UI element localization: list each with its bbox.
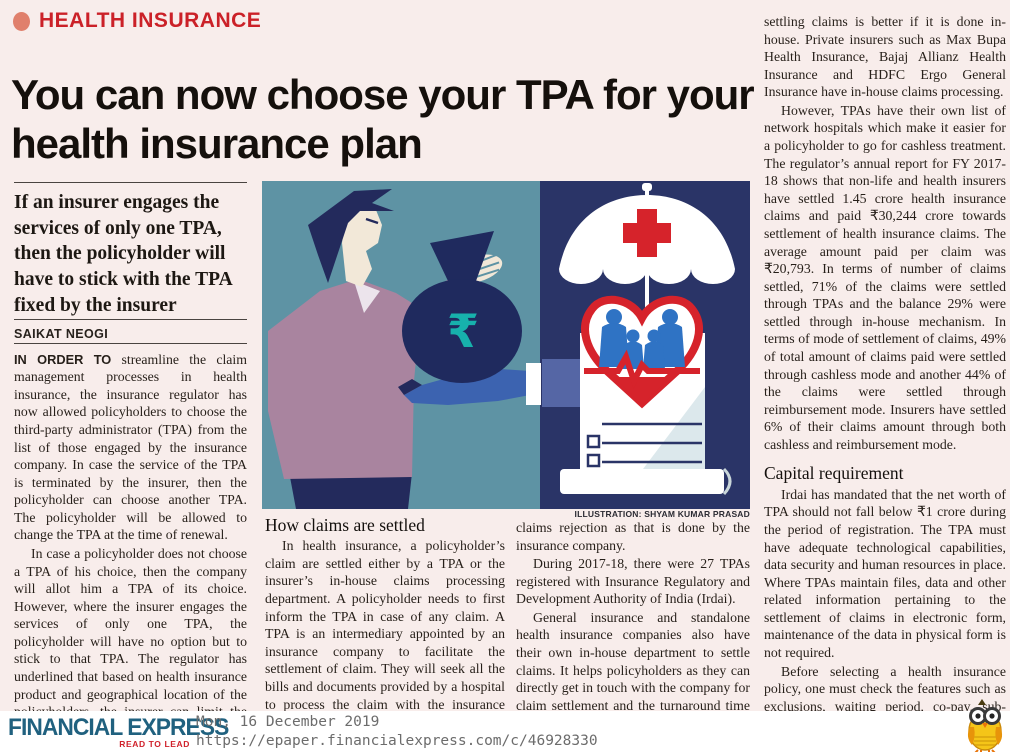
heart-family-icon: [581, 295, 703, 409]
subhead: How claims are settled: [265, 515, 425, 535]
body-paragraph: During 2017-18, there were 27 TPAs regis…: [516, 556, 750, 607]
logo-tagline: READ TO LEAD: [119, 739, 190, 749]
epaper-date: Mon, 16 December 2019: [196, 714, 380, 730]
ecg-line-icon: [584, 349, 700, 389]
standfirst: If an insurer engages the services of on…: [14, 192, 232, 316]
logo-wordmark: FINANCIAL EXPRESS: [8, 714, 229, 741]
article-illustration: ₹: [262, 181, 750, 509]
divider: [14, 342, 247, 344]
body-paragraph: Irdai has mandated that the net worth of…: [764, 486, 1006, 660]
body-paragraph: claims rejection as that is done by the …: [516, 520, 750, 553]
illustration-caption: ILLUSTRATION: SHYAM KUMAR PRASAD: [574, 509, 750, 519]
epaper-meta: Mon, 16 December 2019 https://epaper.fin…: [196, 713, 598, 750]
section-bullet-icon: [13, 11, 30, 31]
owl-mascot-icon: [962, 699, 1008, 752]
article-headline: You can now choose your TPA for your hea…: [11, 71, 755, 168]
body-paragraph: settling claims is better if it is done …: [764, 14, 1006, 100]
lead-in: IN ORDER TO: [14, 351, 112, 367]
checkbox-icon: [586, 434, 601, 449]
health-insurance-illustration-icon: ₹: [262, 181, 750, 509]
article-column-4: settling claims is better if it is done …: [764, 13, 1006, 752]
subhead: Capital requirement: [764, 463, 904, 484]
umbrella-icon: [559, 183, 735, 335]
divider: [14, 182, 247, 183]
body-paragraph: However, TPAs have their own list of net…: [764, 102, 1006, 452]
money-bag-icon: ₹: [402, 231, 522, 383]
paragraph-text: streamline the claim management processe…: [14, 351, 247, 543]
checkbox-icon: [586, 453, 601, 468]
section-label: HEALTH INSURANCE: [39, 9, 262, 32]
body-paragraph: IN ORDER TO streamline the claim managem…: [14, 351, 247, 544]
red-cross-icon: [623, 209, 671, 257]
rupee-symbol-icon: ₹: [447, 304, 479, 358]
financial-express-logo: FINANCIAL EXPRESS READ TO LEAD: [8, 714, 229, 749]
section-kicker: HEALTH INSURANCE: [13, 9, 261, 33]
divider: [14, 318, 247, 320]
byline: SAIKAT NEOGI: [14, 326, 109, 341]
article-column-1: If an insurer engages the services of on…: [14, 182, 247, 752]
epaper-url[interactable]: https://epaper.financialexpress.com/c/46…: [196, 732, 598, 749]
footer-bar: FINANCIAL EXPRESS READ TO LEAD Mon, 16 D…: [0, 699, 1010, 752]
